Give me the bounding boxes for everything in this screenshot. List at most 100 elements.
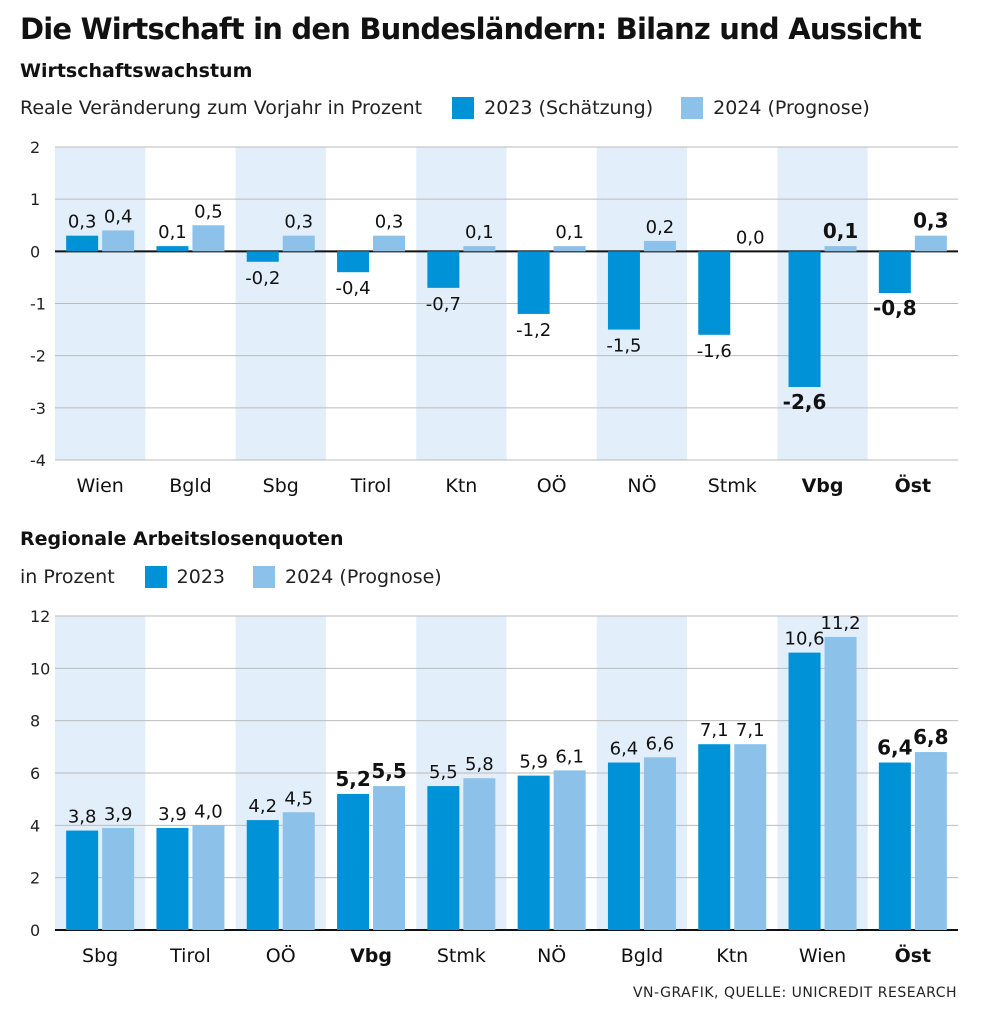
growth-bar-2023-2: [246, 251, 279, 262]
unemployment-data-label-2024-2: 4,5: [284, 788, 313, 809]
unemployment-bar-2024-0: [102, 827, 135, 930]
growth-bar-2023-0: [66, 235, 99, 252]
growth-data-label-2024-2: 0,3: [284, 212, 313, 233]
unemployment-data-label-2023-1: 3,9: [158, 804, 187, 825]
unemployment-bar-2024-5: [553, 770, 586, 930]
unemployment-bar-2023-1: [156, 827, 189, 930]
growth-bar-2024-3: [373, 235, 406, 252]
growth-data-label-2023-5: -1,2: [516, 320, 551, 341]
growth-data-label-2024-6: 0,2: [646, 217, 675, 238]
unemployment-ytick-label-5: 2: [30, 869, 40, 888]
unemployment-bar-2023-5: [517, 775, 550, 930]
unemployment-data-label-2023-9: 6,4: [877, 736, 912, 760]
unemployment-bar-2024-2: [282, 812, 315, 930]
growth-bar-2023-6: [607, 251, 640, 330]
unemployment-bar-2024-4: [463, 778, 496, 930]
legend-item-2024-b: 2024 (Prognose): [253, 566, 442, 588]
unemployment-category-label-8: Wien: [799, 945, 846, 967]
growth-data-label-2023-0: 0,3: [68, 212, 97, 233]
unemployment-chart: 12 10 8 6 4 2 0 3,8 3,9 Sbg 3,9 4,0 Tirol 4,2 4,5 OÖ 5,2…: [30, 607, 958, 967]
growth-ytick-label-4: -2: [30, 347, 46, 366]
unemployment-ytick-label-4: 4: [30, 816, 40, 835]
unemployment-data-label-2023-7: 7,1: [700, 720, 729, 741]
growth-bar-2023-3: [337, 251, 370, 273]
unemployment-data-label-2023-6: 6,4: [610, 739, 639, 760]
growth-category-label-0: Wien: [76, 475, 123, 497]
growth-data-label-2024-8: 0,1: [823, 219, 858, 243]
growth-data-label-2023-2: -0,2: [245, 268, 280, 289]
unemployment-category-label-0: Sbg: [82, 945, 118, 967]
growth-ytick-label-5: -3: [30, 399, 46, 418]
unemployment-ytick-label-2: 8: [30, 712, 40, 731]
legend-swatch-2023: [452, 97, 475, 119]
growth-bar-2024-1: [192, 225, 225, 252]
unemployment-ytick-label-1: 10: [30, 659, 50, 678]
growth-ytick-label-0: 2: [30, 138, 40, 157]
legend-label-2023: 2023 (Schätzung): [484, 97, 654, 119]
source-note: VN-GRAFIK, QUELLE: UNICREDIT RESEARCH: [632, 985, 957, 1001]
growth-category-label-3: Tirol: [350, 475, 392, 497]
growth-data-label-2023-9: -0,8: [873, 296, 917, 320]
unemployment-data-label-2023-5: 5,9: [519, 752, 548, 773]
growth-bar-2023-5: [517, 251, 550, 314]
growth-data-label-2024-3: 0,3: [375, 212, 404, 233]
unemployment-ytick-label-0: 12: [30, 607, 50, 626]
unemployment-category-label-7: Ktn: [716, 945, 748, 967]
growth-bar-2024-4: [463, 246, 496, 252]
growth-bar-2023-4: [427, 251, 460, 288]
chart-2-title: Regionale Arbeitslosenquoten: [20, 528, 344, 550]
growth-category-label-1: Bgld: [169, 475, 211, 497]
growth-category-label-7: Stmk: [708, 475, 757, 497]
unemployment-data-label-2024-9: 6,8: [913, 725, 948, 749]
growth-bar-2024-0: [102, 230, 135, 252]
unemployment-data-label-2024-4: 5,8: [465, 754, 494, 775]
legend-label-2023-b: 2023: [176, 566, 226, 588]
unemployment-category-label-6: Bgld: [621, 945, 663, 967]
unemployment-ytick-label-3: 6: [30, 764, 40, 783]
growth-data-label-2023-6: -1,5: [606, 336, 641, 357]
chart-2-unit-note: in Prozent: [20, 566, 115, 588]
legend-swatch-2024: [681, 97, 704, 119]
growth-data-label-2023-4: -0,7: [426, 294, 461, 315]
unemployment-category-label-5: NÖ: [537, 944, 566, 967]
growth-bar-2023-7: [698, 251, 731, 335]
unemployment-bar-2024-7: [734, 744, 767, 930]
unemployment-data-label-2023-4: 5,5: [429, 762, 458, 783]
unemployment-data-label-2023-0: 3,8: [68, 807, 97, 828]
chart-1-unit-note: Reale Veränderung zum Vorjahr in Prozent: [20, 97, 423, 119]
unemployment-bar-2023-0: [66, 830, 99, 930]
growth-category-label-4: Ktn: [445, 475, 477, 497]
unemployment-data-label-2023-2: 4,2: [248, 796, 277, 817]
unemployment-data-label-2024-8: 11,2: [821, 613, 861, 634]
unemployment-bar-2024-1: [192, 825, 225, 930]
growth-data-label-2023-1: 0,1: [158, 222, 187, 243]
legend-swatch-2024-b: [253, 566, 276, 588]
growth-category-label-6: NÖ: [627, 474, 656, 497]
unemployment-bar-2023-7: [698, 744, 731, 930]
unemployment-bar-2023-2: [246, 820, 279, 930]
page-title: Die Wirtschaft in den Bundesländern: Bil…: [20, 12, 922, 46]
growth-data-label-2023-3: -0,4: [335, 278, 370, 299]
growth-bar-2024-8: [824, 246, 857, 252]
legend-swatch-2023-b: [144, 566, 167, 588]
unemployment-ytick-label-6: 0: [30, 921, 40, 940]
growth-data-label-2024-7: 0,0: [736, 227, 765, 248]
growth-category-label-5: OÖ: [537, 474, 567, 497]
unemployment-data-label-2024-3: 5,5: [371, 759, 406, 783]
unemployment-data-label-2024-0: 3,9: [104, 804, 133, 825]
growth-category-label-8: Vbg: [802, 475, 844, 497]
unemployment-category-label-4: Stmk: [437, 945, 486, 967]
legend-item-2023-b: 2023: [144, 566, 226, 588]
chart-2-legend: in Prozent 2023 2024 (Prognose): [20, 566, 470, 588]
growth-bar-2024-9: [914, 235, 947, 252]
growth-data-label-2024-4: 0,1: [465, 222, 494, 243]
unemployment-bar-2023-4: [427, 786, 460, 930]
growth-bar-2024-5: [553, 246, 586, 252]
unemployment-bar-2024-3: [373, 786, 406, 930]
growth-bar-2023-9: [878, 251, 911, 294]
unemployment-data-label-2023-8: 10,6: [785, 629, 825, 650]
growth-ytick-label-1: 1: [30, 190, 40, 209]
growth-data-label-2024-5: 0,1: [555, 222, 584, 243]
unemployment-bar-2024-9: [914, 752, 947, 930]
growth-bar-2024-2: [282, 235, 315, 252]
